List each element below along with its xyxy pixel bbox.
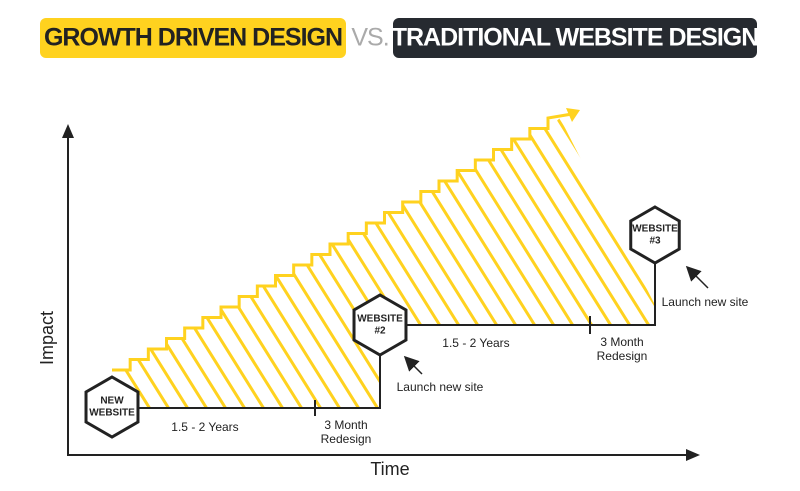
header-right: TRADITIONAL WEBSITE DESIGN: [392, 24, 759, 52]
hatch-line: [487, 118, 655, 408]
hatch-line: [112, 118, 311, 408]
hatch-line: [112, 118, 159, 408]
hatch-line: [544, 118, 655, 408]
hatch-line: [660, 100, 800, 420]
hatch-line: [679, 100, 800, 420]
node-hex: [629, 205, 681, 265]
hatch-line: [183, 118, 387, 408]
hatch-line: [112, 118, 235, 408]
hatch-line: [430, 118, 634, 408]
hatch-line: [297, 118, 501, 408]
hatch-line: [0, 100, 43, 420]
hatch-line: [639, 118, 655, 408]
period: 1.5 - 2 Years: [442, 336, 509, 350]
hatch-line: [0, 100, 5, 420]
hatch-line: [373, 118, 577, 408]
x-arrow: [686, 449, 700, 461]
growth-stairs: [112, 112, 573, 372]
hatch-line: [525, 118, 655, 408]
launch-arrow: [685, 265, 709, 289]
hatch-line: [736, 100, 800, 420]
redesign: 3 Month: [600, 335, 643, 349]
hatch-line: [354, 118, 558, 408]
hatch-line: [112, 118, 178, 408]
node-label: #2: [374, 326, 386, 337]
hatch-line: [112, 118, 197, 408]
hatch-line: [582, 118, 655, 408]
header-left: GROWTH DRIVEN DESIGN: [44, 24, 342, 52]
redesign: Redesign: [597, 349, 648, 363]
hatch-line: [221, 118, 425, 408]
period: 1.5 - 2 Years: [171, 420, 238, 434]
hatch-line: [145, 118, 349, 408]
x-axis-label: Time: [370, 459, 409, 479]
hatch-line: [112, 118, 254, 408]
hatch-line: [0, 100, 62, 420]
y-arrow: [62, 124, 74, 138]
node-label: #3: [649, 236, 661, 247]
header-left-bg: [40, 18, 346, 58]
hatch-line: [112, 118, 273, 408]
hatch-line: [601, 118, 655, 408]
hatch-line: [164, 118, 368, 408]
hatch-line: [202, 118, 406, 408]
redesign: Redesign: [321, 432, 372, 446]
hatch-line: [126, 118, 330, 408]
hatch-line: [449, 118, 653, 408]
launch-arrow: [403, 355, 423, 375]
node-label: NEW: [100, 396, 124, 407]
node-label: WEBSITE: [632, 224, 678, 235]
hatch-line: [112, 118, 121, 408]
hatch-line: [259, 118, 463, 408]
hatch-line: [698, 100, 800, 420]
hatch-line: [0, 100, 100, 420]
hatch-line: [240, 118, 444, 408]
header-vs: VS.: [351, 24, 388, 52]
node-hex: [352, 293, 408, 357]
node-label: WEBSITE: [357, 314, 403, 325]
hatch-line: [774, 100, 800, 420]
growth-arrow: [566, 108, 580, 122]
hatch-line: [755, 100, 800, 420]
hatch-line: [0, 100, 24, 420]
node-label: WEBSITE: [89, 408, 135, 419]
redesign: 3 Month: [324, 418, 367, 432]
growth-hatch: [0, 100, 800, 420]
hatch-line: [316, 118, 520, 408]
hatch-line: [506, 118, 655, 408]
hatch-line: [793, 100, 800, 420]
node-hex: [84, 375, 140, 439]
launch: Launch new site: [397, 380, 484, 394]
hatch-line: [112, 118, 292, 408]
launch: Launch new site: [662, 295, 749, 309]
hatch-line: [717, 100, 800, 420]
axes: [67, 128, 692, 456]
hatch-line: [112, 118, 216, 408]
header-right-bg: [393, 18, 757, 58]
y-axis-label: Impact: [37, 311, 57, 365]
hatch-line: [563, 118, 655, 408]
